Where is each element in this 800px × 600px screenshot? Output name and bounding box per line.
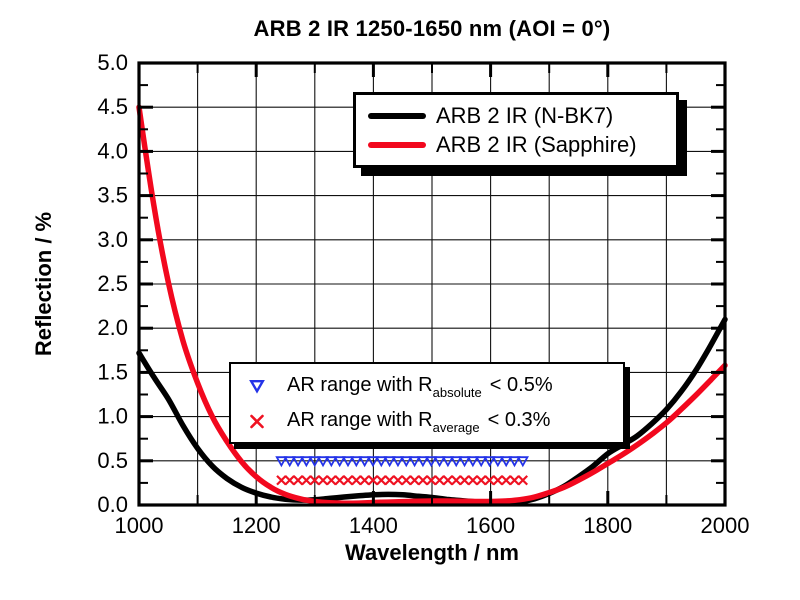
triangle-down-open-icon [249, 379, 265, 394]
svg-text:3.0: 3.0 [97, 227, 128, 252]
ar-range-threshold: < 0.5% [489, 374, 553, 396]
ar-range-threshold: < 0.3% [487, 409, 551, 431]
ar-range-text: AR range with R [287, 409, 433, 431]
legend-label: ARB 2 IR (N-BK7) [436, 102, 614, 128]
svg-text:2.5: 2.5 [97, 271, 128, 296]
svg-text:1.0: 1.0 [97, 404, 128, 429]
black-line-swatch [368, 112, 426, 119]
ar-range-subscript: absolute [432, 385, 482, 400]
x-cross-icon [250, 414, 264, 428]
x-axis-label: Wavelength / nm [345, 540, 519, 565]
svg-text:0.0: 0.0 [97, 492, 128, 517]
ar-range-text: AR range with R [287, 374, 433, 396]
svg-text:1800: 1800 [583, 513, 632, 538]
svg-text:1600: 1600 [466, 513, 515, 538]
svg-text:1.5: 1.5 [97, 359, 128, 384]
legend-item-sapphire: ARB 2 IR (Sapphire) [368, 131, 664, 159]
y-axis-label: Reflection / % [31, 211, 56, 357]
chart-title: ARB 2 IR 1250-1650 nm (AOI = 0°) [253, 16, 611, 41]
svg-text:1200: 1200 [232, 513, 281, 538]
ar-range-annotation-box: AR range with Rabsolute < 0.5% AR range w… [229, 362, 625, 444]
svg-text:3.5: 3.5 [97, 183, 128, 208]
svg-text:5.0: 5.0 [97, 50, 128, 75]
svg-text:2.0: 2.0 [97, 315, 128, 340]
svg-text:4.5: 4.5 [97, 94, 128, 119]
svg-text:2000: 2000 [701, 513, 750, 538]
ar-range-subscript: average [432, 420, 480, 435]
svg-text:1000: 1000 [115, 513, 164, 538]
legend-label: ARB 2 IR (Sapphire) [436, 131, 637, 157]
legend-item-nbk7: ARB 2 IR (N-BK7) [368, 102, 664, 130]
red-line-swatch [368, 141, 426, 148]
ar-range-row-absolute: AR range with Rabsolute < 0.5% [249, 371, 623, 401]
svg-text:0.5: 0.5 [97, 448, 128, 473]
legend-box: ARB 2 IR (N-BK7) ARB 2 IR (Sapphire) [353, 92, 679, 168]
ar-range-row-average: AR range with Raverage < 0.3% [249, 406, 623, 436]
svg-text:1400: 1400 [349, 513, 398, 538]
svg-text:4.0: 4.0 [97, 138, 128, 163]
